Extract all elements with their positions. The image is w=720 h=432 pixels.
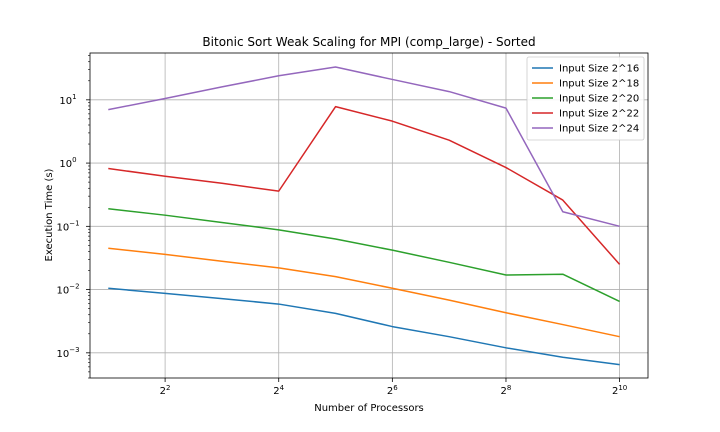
x-tick-exponent: 2 xyxy=(166,384,170,392)
y-axis-label: Execution Time (s) xyxy=(44,168,55,261)
legend: Input Size 2^16 Input Size 2^18 Input Size… xyxy=(526,56,645,141)
x-tick-base: 2 xyxy=(387,386,393,397)
x-tick-exponent: 6 xyxy=(393,384,398,392)
y-tick-base: 10 xyxy=(59,96,72,107)
x-axis-label: Number of Processors xyxy=(314,403,424,414)
series-line-0 xyxy=(108,287,620,366)
x-axis: 22 24 26 28 210 xyxy=(160,378,627,397)
legend-entry: Input Size 2^22 xyxy=(559,109,639,120)
series-line-2 xyxy=(108,207,620,303)
y-tick-label: 100 xyxy=(59,156,76,170)
x-tick-base: 2 xyxy=(160,386,166,397)
x-tick-base: 2 xyxy=(612,386,618,397)
x-tick-base: 2 xyxy=(501,386,507,397)
y-tick-exponent: 0 xyxy=(72,156,76,164)
y-tick-exponent: 1 xyxy=(72,93,76,101)
x-tick-exponent: 8 xyxy=(507,384,511,392)
y-tick-label: 10−3 xyxy=(56,346,79,360)
y-tick-label: 101 xyxy=(59,93,76,107)
legend-entry: Input Size 2^20 xyxy=(559,94,639,105)
x-tick-label: 28 xyxy=(501,384,512,397)
chart-title: Bitonic Sort Weak Scaling for MPI (comp_… xyxy=(202,35,535,49)
legend-box xyxy=(526,56,645,141)
series-line-1 xyxy=(108,247,620,338)
x-tick-exponent: 4 xyxy=(280,384,285,392)
legend-entry: Input Size 2^16 xyxy=(559,64,639,75)
y-tick-base: 10 xyxy=(56,222,69,233)
legend-entry: Input Size 2^24 xyxy=(559,124,639,135)
series-line-3 xyxy=(108,105,621,265)
x-tick-label: 22 xyxy=(160,384,171,397)
x-tick-base: 2 xyxy=(273,386,279,397)
series-layer xyxy=(108,66,621,366)
y-tick-base: 10 xyxy=(56,286,69,297)
x-tick-label: 24 xyxy=(273,384,284,397)
series-line-4 xyxy=(108,66,620,228)
y-tick-label: 10−2 xyxy=(56,283,79,297)
legend-entry: Input Size 2^18 xyxy=(559,79,639,90)
y-tick-exponent: −3 xyxy=(69,346,79,354)
y-tick-base: 10 xyxy=(56,349,69,360)
y-tick-base: 10 xyxy=(59,159,72,170)
x-tick-label: 210 xyxy=(612,384,627,397)
x-tick-exponent: 10 xyxy=(618,384,627,392)
y-tick-label: 10−1 xyxy=(56,219,79,233)
plot-frame xyxy=(89,52,649,379)
y-tick-exponent: −1 xyxy=(69,219,79,227)
x-tick-label: 26 xyxy=(387,384,398,397)
y-tick-exponent: −2 xyxy=(69,283,79,291)
